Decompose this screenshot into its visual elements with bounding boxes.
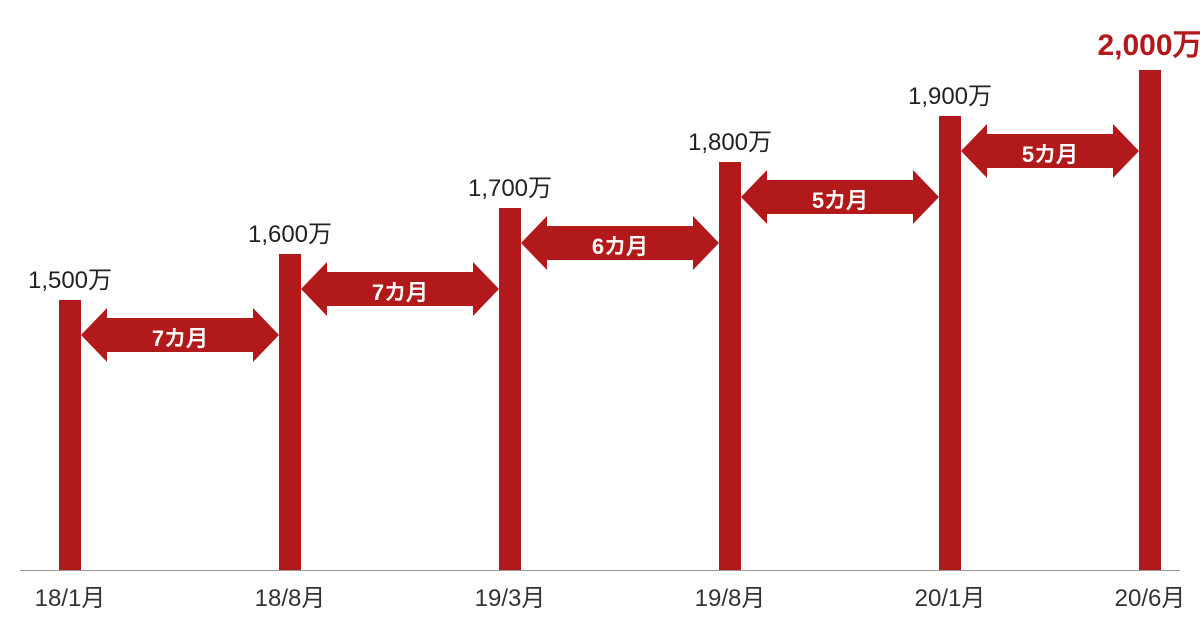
bar — [59, 300, 81, 570]
bar — [939, 116, 961, 570]
x-axis-label: 19/3月 — [440, 578, 580, 613]
bar-value-label: 1,600万 — [210, 214, 370, 249]
bar-value-label: 1,700万 — [430, 168, 590, 203]
interval-label: 5カ月 — [741, 183, 939, 215]
interval-label: 7カ月 — [301, 275, 499, 307]
bar-value-label: 1,800万 — [650, 122, 810, 157]
x-axis-label: 20/1月 — [880, 578, 1020, 613]
interval-label: 6カ月 — [521, 229, 719, 261]
x-axis-label: 19/8月 — [660, 578, 800, 613]
bar — [719, 162, 741, 570]
bar — [499, 208, 521, 570]
bar-value-label: 2,000万 — [1070, 20, 1200, 64]
bar-value-label: 1,900万 — [870, 76, 1030, 111]
interval-label: 7カ月 — [81, 321, 279, 353]
x-axis-baseline — [20, 570, 1180, 571]
growth-bar-chart: 1,500万 18/1月 1,600万 18/8月 1,700万 19/3月 1,800万 1… — [0, 0, 1200, 630]
interval-label: 5カ月 — [961, 137, 1139, 169]
x-axis-label: 18/8月 — [220, 578, 360, 613]
bar-value-label: 1,500万 — [0, 260, 150, 295]
x-axis-label: 18/1月 — [0, 578, 140, 613]
bar — [279, 254, 301, 570]
bar — [1139, 70, 1161, 570]
x-axis-label: 20/6月 — [1080, 578, 1200, 613]
